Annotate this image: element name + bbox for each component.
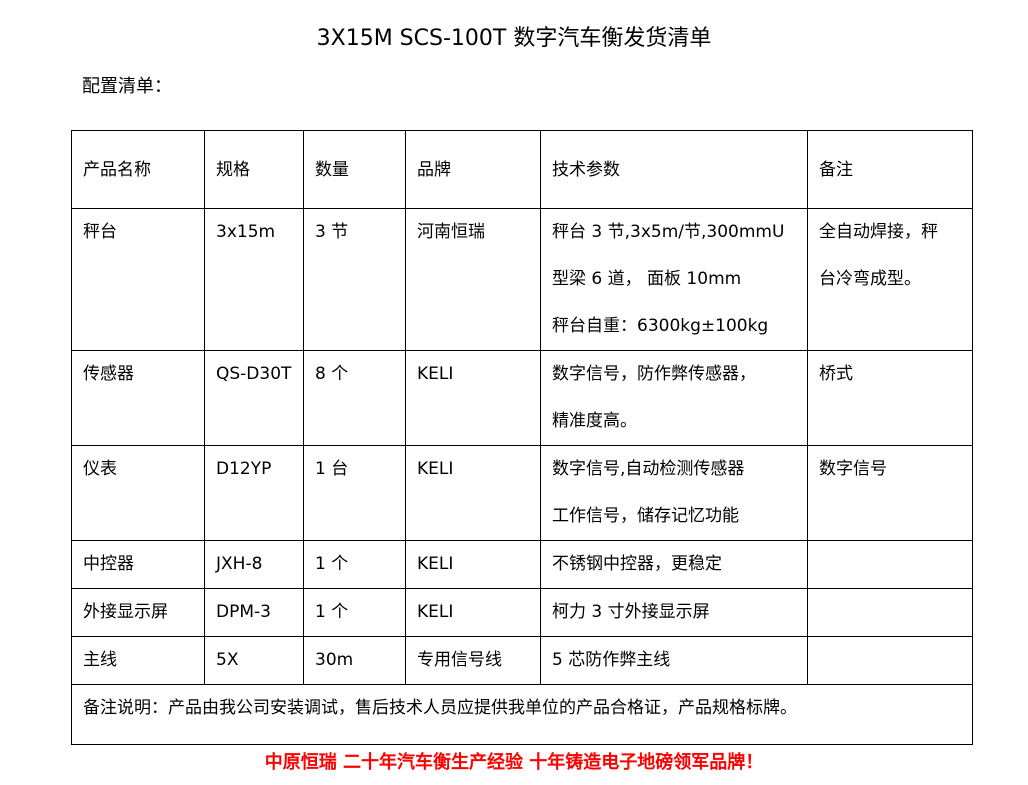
cell-note: 桥式 [807,350,973,446]
cell-params: 不锈钢中控器，更稳定 [540,540,808,589]
footer-slogan: 中原恒瑞 二十年汽车衡生产经验 十年铸造电子地磅领军品牌！ [264,752,764,773]
header-cell: 规格 [204,130,304,209]
cell-note [807,588,973,637]
cell-qty: 8 个 [303,350,406,446]
cell-note: 数字信号 [807,445,973,541]
header-cell: 产品名称 [71,130,205,209]
header-cell: 数量 [303,130,406,209]
cell-line: 5 芯防作弊主线 [552,650,671,670]
cell-brand: KELI [405,540,541,589]
cell-params: 秤台 3 节,3x5m/节,300mmU 型梁 6 道， 面板 10mm 秤台自重：… [540,208,808,351]
remark-row: 备注说明：产品由我公司安装调试，售后技术人员应提供我单位的产品合格证，产品规格标… [71,684,973,745]
cell-brand: KELI [405,445,541,541]
cell-name: 主线 [71,636,205,685]
cell-spec: QS-D30T [204,350,304,446]
cell-name: 秤台 [71,208,205,351]
cell-params: 5 芯防作弊主线 [540,636,808,685]
header-cell: 备注 [807,130,973,209]
cell-spec: 3x15m [204,208,304,351]
cell-name: 中控器 [71,540,205,589]
cell-name: 仪表 [71,445,205,541]
cell-params: 数字信号,自动检测传感器 工作信号，储存记忆功能 [540,445,808,541]
table-row: 主线 5X 30m 专用信号线 5 芯防作弊主线 [71,636,973,685]
cell-name: 外接显示屏 [71,588,205,637]
table-row: 外接显示屏 DPM-3 1 个 KELI 柯力 3 寸外接显示屏 [71,588,973,637]
cell-note: 全自动焊接，秤 台冷弯成型。 [807,208,973,351]
cell-line: 数字信号,自动检测传感器 [552,459,745,479]
cell-line: 秤台 3 节,3x5m/节,300mmU [552,222,785,242]
cell-qty: 1 个 [303,588,406,637]
cell-spec: 5X [204,636,304,685]
cell-line: 不锈钢中控器，更稳定 [552,554,722,574]
cell-line: 全自动焊接，秤 [819,222,938,242]
table-row: 中控器 JXH-8 1 个 KELI 不锈钢中控器，更稳定 [71,540,973,589]
cell-qty: 1 个 [303,540,406,589]
header-cell: 品牌 [405,130,541,209]
cell-line: 台冷弯成型。 [819,269,921,289]
cell-qty: 1 台 [303,445,406,541]
cell-line: 工作信号，储存记忆功能 [552,506,739,526]
cell-line: 型梁 6 道， 面板 10mm [552,269,742,289]
cell-note [807,636,973,685]
section-label: 配置清单： [82,76,172,97]
cell-brand: 河南恒瑞 [405,208,541,351]
remark-cell: 备注说明：产品由我公司安装调试，售后技术人员应提供我单位的产品合格证，产品规格标… [71,684,973,745]
cell-line: 秤台自重：6300kg±100kg [552,316,769,336]
cell-line: 柯力 3 寸外接显示屏 [552,602,710,622]
table-row: 传感器 QS-D30T 8 个 KELI 数字信号，防作弊传感器， 精准度高。 桥式 [71,350,973,446]
cell-name: 传感器 [71,350,205,446]
cell-note [807,540,973,589]
table-header-row: 产品名称 规格 数量 品牌 技术参数 备注 [71,130,973,209]
cell-brand: KELI [405,588,541,637]
cell-line: 数字信号 [819,459,887,479]
cell-brand: 专用信号线 [405,636,541,685]
cell-spec: JXH-8 [204,540,304,589]
cell-params: 柯力 3 寸外接显示屏 [540,588,808,637]
table-row: 秤台 3x15m 3 节河南恒瑞 秤台 3 节,3x5m/节,300mmU 型梁 6 道… [71,208,973,351]
cell-brand: KELI [405,350,541,446]
header-cell: 技术参数 [540,130,808,209]
cell-line: 桥式 [819,364,853,384]
cell-spec: DPM-3 [204,588,304,637]
cell-qty: 3 节 [303,208,406,351]
shipping-list-table: 产品名称 规格 数量 品牌 技术参数 备注 秤台 3x15m 3 节河南恒瑞 秤台 3… [71,130,973,745]
cell-line: 数字信号，防作弊传感器， [552,364,756,384]
cell-spec: D12YP [204,445,304,541]
cell-params: 数字信号，防作弊传感器， 精准度高。 [540,350,808,446]
table-row: 仪表 D12YP 1 台 KELI 数字信号,自动检测传感器 工作信号，储存记忆功能 数字信… [71,445,973,541]
document-title: 3X15M SCS-100T 数字汽车衡发货清单 [316,26,712,51]
cell-line: 精准度高。 [552,411,637,431]
cell-qty: 30m [303,636,406,685]
